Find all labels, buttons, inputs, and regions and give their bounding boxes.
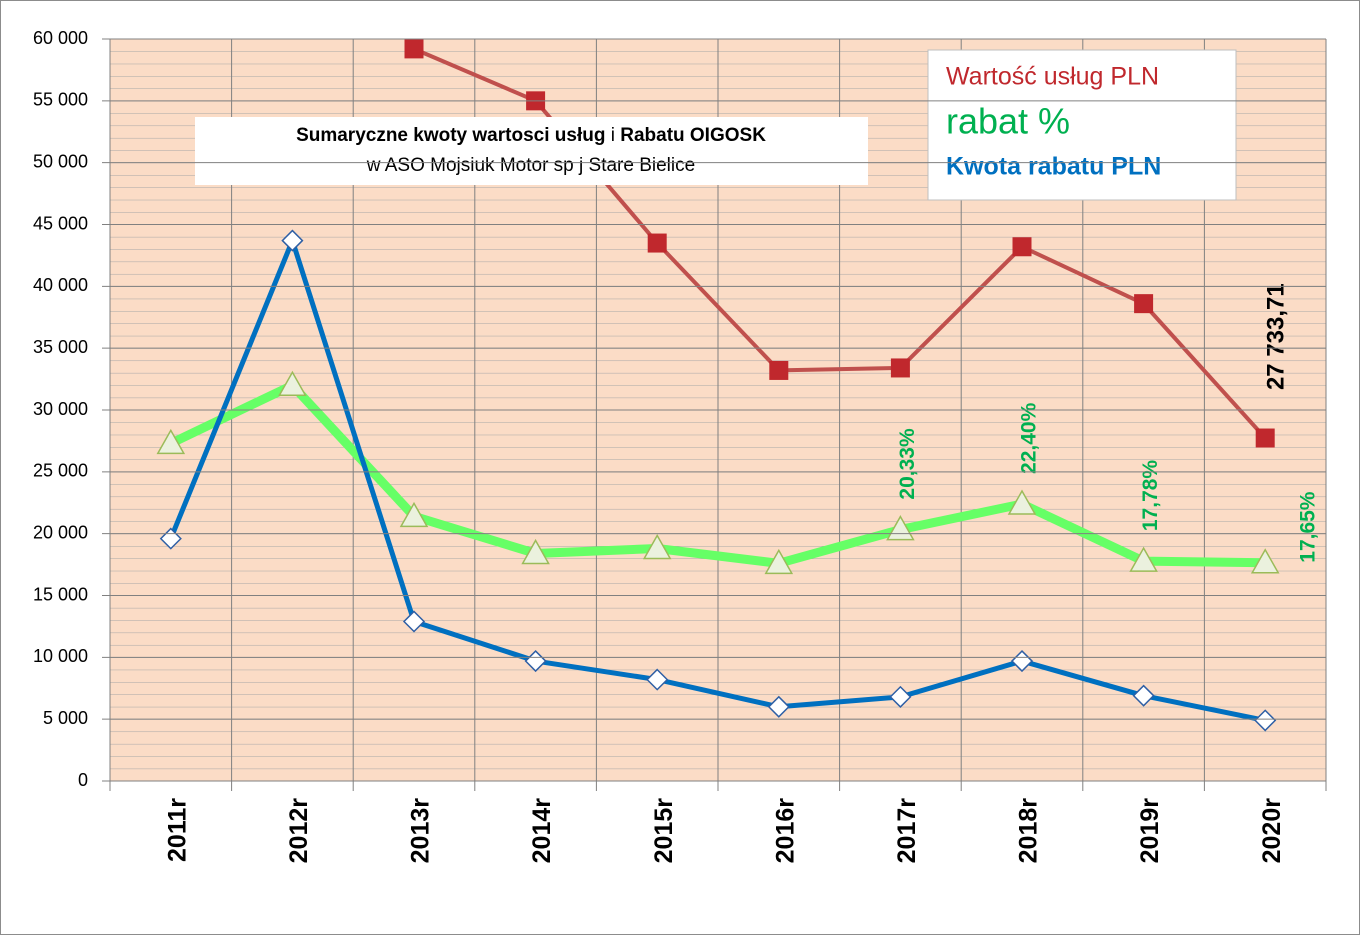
- y-tick-label: 40 000: [33, 275, 88, 295]
- data-label: 17,78%: [1139, 460, 1162, 532]
- marker: [402, 610, 426, 633]
- marker: [156, 428, 186, 455]
- marker: [1250, 548, 1280, 574]
- y-tick-label: 55 000: [33, 90, 88, 110]
- title-part: Sumaryczne kwoty wartosci usług: [296, 125, 605, 146]
- chart-title: Sumaryczne kwoty wartosci usług i Rabatu…: [296, 125, 766, 146]
- marker: [1255, 428, 1275, 448]
- marker: [769, 360, 789, 380]
- y-tick-label: 0: [78, 770, 88, 790]
- y-tick-label: 10 000: [33, 646, 88, 666]
- marker: [521, 538, 550, 565]
- title-box: [195, 117, 868, 185]
- marker: [1129, 546, 1158, 572]
- legend-label: Wartość usług PLN: [946, 63, 1159, 91]
- title-part: Rabatu OIGOSK: [620, 125, 766, 146]
- y-tick-label: 25 000: [33, 461, 88, 481]
- data-label: 27 733,71: [1263, 283, 1290, 390]
- marker: [1007, 489, 1037, 515]
- series-line: [168, 238, 1266, 723]
- y-tick-label: 15 000: [33, 584, 88, 604]
- x-tick-label: 2014r: [528, 798, 556, 864]
- marker: [1254, 709, 1277, 732]
- marker: [646, 668, 669, 691]
- x-tick-label: 2020r: [1258, 798, 1286, 864]
- marker: [889, 685, 912, 708]
- marker: [1134, 294, 1154, 314]
- x-tick-label: 2018r: [1015, 798, 1043, 864]
- title-part: i: [611, 125, 615, 146]
- x-tick-label: 2012r: [285, 798, 313, 864]
- marker: [1012, 237, 1032, 257]
- legend-label: Kwota rabatu PLN: [946, 153, 1161, 181]
- legend-entries: Wartość usług PLN rabat % Kwota rabatu PLN: [946, 63, 1161, 181]
- marker: [767, 695, 790, 718]
- x-tick-label: 2019r: [1136, 798, 1164, 864]
- y-tick-label: 35 000: [33, 337, 88, 357]
- marker: [399, 501, 429, 528]
- data-label: 22,40%: [1018, 402, 1041, 474]
- marker: [404, 39, 424, 59]
- y-tick-label: 60 000: [33, 28, 88, 48]
- marker: [278, 370, 307, 397]
- data-label: 20,33%: [896, 428, 919, 500]
- marker: [642, 533, 672, 560]
- legend-label: rabat %: [946, 101, 1070, 142]
- marker: [159, 527, 182, 550]
- y-tick-label: 5 000: [43, 708, 88, 728]
- y-tick-label: 50 000: [33, 151, 88, 171]
- y-tick-label: 30 000: [33, 399, 88, 419]
- x-tick-label: 2016r: [771, 798, 799, 864]
- chart-subtitle: w ASO Mojsiuk Motor sp j Stare Bielice: [366, 155, 695, 176]
- y-tick-label: 45 000: [33, 213, 88, 233]
- legend: [927, 49, 1237, 201]
- y-tick-label: 20 000: [33, 522, 88, 542]
- series-line: [168, 380, 1266, 568]
- marker: [764, 548, 794, 575]
- x-tick-label: 2017r: [893, 798, 921, 864]
- x-tick-label: 2013r: [407, 798, 435, 864]
- x-tick-label: 2011r: [163, 798, 191, 862]
- x-tick-label: 2015r: [650, 798, 678, 864]
- marker: [281, 229, 304, 252]
- marker: [890, 358, 910, 378]
- marker: [1132, 684, 1155, 707]
- data-label: 17,65%: [1297, 491, 1320, 563]
- marker: [647, 233, 667, 253]
